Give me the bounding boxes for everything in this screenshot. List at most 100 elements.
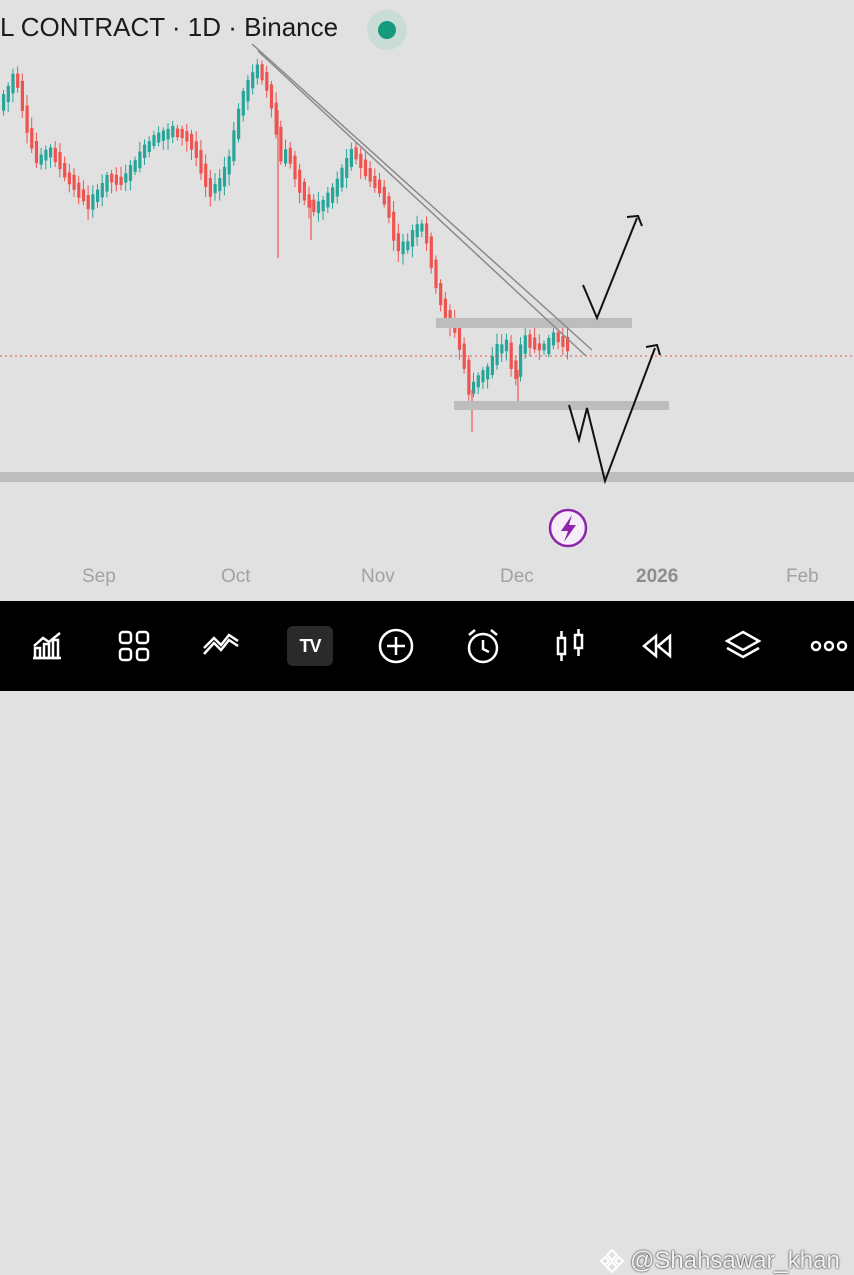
candle-body [486, 366, 490, 380]
tradingview-logo-icon[interactable]: TV [283, 619, 337, 673]
candle-body [401, 241, 405, 255]
candle-body [119, 176, 123, 186]
candle-body [519, 344, 523, 377]
trendline-lower [257, 50, 587, 357]
candle-body [232, 130, 236, 162]
candle-body [269, 84, 274, 109]
candle-body [6, 85, 10, 103]
candle-body [349, 149, 353, 168]
bearish-scenario-arrow [568, 347, 656, 485]
candle-body [20, 80, 24, 111]
candle-body [288, 147, 292, 164]
candle-body [429, 236, 433, 268]
time-axis-label: Dec [500, 566, 534, 587]
chart-stats-icon[interactable] [20, 619, 74, 673]
candle-body [537, 343, 541, 351]
price-chart[interactable] [0, 0, 854, 601]
candle-body [199, 150, 203, 174]
chart-area[interactable]: L CONTRACT · 1D · Binance Sep Oct Nov Dec 20… [0, 0, 854, 601]
candle-body [457, 325, 462, 350]
candle-body [241, 90, 245, 116]
candle-body [551, 332, 556, 346]
candle-body [425, 223, 429, 244]
candle-body [143, 144, 147, 158]
rewind-icon[interactable] [629, 619, 683, 673]
lightning-bolt-icon[interactable] [548, 508, 588, 548]
candle-body [34, 141, 39, 164]
candle-body [218, 178, 222, 192]
candle-body [462, 343, 466, 369]
candle-body [528, 334, 532, 348]
candle-body [208, 177, 212, 197]
candle-body [114, 174, 118, 185]
candle-body [561, 336, 565, 347]
candle-body [490, 356, 494, 376]
candles-icon[interactable] [543, 619, 597, 673]
candle-body [133, 160, 137, 172]
candle-body [321, 199, 325, 212]
add-icon[interactable] [369, 619, 423, 673]
candle-body [30, 128, 34, 149]
candle-body [378, 179, 382, 194]
candle-body [335, 178, 339, 197]
candle-body [190, 133, 194, 150]
bullish-arrow-head [626, 214, 643, 227]
more-icon[interactable] [802, 619, 854, 673]
candle-body [434, 259, 438, 289]
candle-body [171, 125, 175, 138]
candle-body [166, 128, 170, 140]
candle-body [406, 241, 410, 251]
candle-body [368, 168, 372, 182]
candle-body [185, 131, 189, 142]
indicators-icon[interactable] [194, 619, 248, 673]
candle-body [194, 141, 198, 158]
resistance-zone [436, 318, 632, 328]
candle-body [246, 79, 250, 102]
candle-body [495, 344, 499, 366]
candle-body [274, 102, 278, 135]
watermark-text: @Shahsawar_khan [630, 1247, 840, 1274]
candle-body [105, 174, 109, 192]
candle-body [382, 186, 386, 205]
candle-body [476, 375, 480, 388]
candle-body [110, 173, 114, 183]
candle-body [255, 64, 259, 79]
candle-body [124, 173, 128, 183]
candle-body [504, 339, 509, 352]
candle-body [392, 211, 396, 241]
candle-body [251, 72, 255, 89]
candle-body [331, 187, 335, 203]
candle-body [410, 229, 415, 247]
candle-body [91, 194, 95, 210]
candle-body [387, 196, 391, 218]
candle-body [2, 94, 6, 111]
time-axis-label: Sep [82, 566, 116, 587]
candle-body [373, 175, 377, 189]
candle-body [415, 224, 419, 238]
candle-body [204, 163, 208, 187]
candle-body [481, 370, 485, 383]
candle-body [25, 105, 29, 133]
candle-body [467, 359, 471, 395]
candle-body [180, 128, 184, 139]
alarm-icon[interactable] [456, 619, 510, 673]
bearish-arrow-head [645, 343, 661, 356]
trendline-upper [251, 43, 593, 351]
time-axis-label: Feb [786, 566, 819, 587]
candle-body [312, 199, 316, 213]
layers-icon[interactable] [716, 619, 770, 673]
candle-body [77, 182, 81, 198]
candle-body [72, 174, 76, 190]
candle-body [307, 194, 311, 208]
live-status-dot [367, 10, 407, 50]
candle-body [279, 126, 283, 162]
candle-body [260, 64, 264, 81]
candle-body [340, 167, 344, 188]
candle-body [152, 135, 156, 146]
candle-body [523, 335, 527, 354]
candle-body [63, 163, 67, 178]
major-support-zone [0, 472, 854, 482]
candlestick-series [2, 58, 570, 432]
candle-body [49, 147, 53, 158]
layout-grid-icon[interactable] [107, 619, 161, 673]
